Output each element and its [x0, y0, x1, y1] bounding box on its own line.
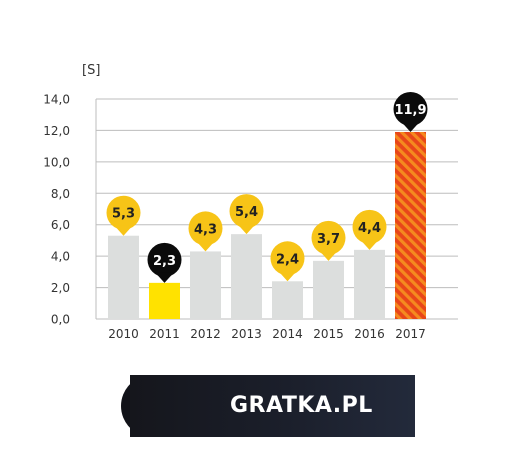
- value-pin-2015: 3,7: [311, 220, 346, 261]
- value-label: 5,3: [112, 207, 135, 222]
- x-tick-label: 2012: [190, 327, 221, 341]
- y-tick-label: 14,0: [43, 93, 70, 107]
- value-pin-2011: 2,3: [147, 242, 182, 283]
- bar-chart: [S] 0,0 2,0 4,0 6,0 8,0 10,0 12,0 14,0 5,3 2,3 4,…: [43, 63, 458, 341]
- value-label: 2,4: [276, 252, 299, 267]
- x-tick-label: 2013: [231, 327, 262, 341]
- x-tick-label: 2016: [354, 327, 385, 341]
- y-tick-label: 12,0: [43, 124, 70, 138]
- bar-2017: [395, 132, 426, 319]
- y-tick-label: 10,0: [43, 155, 70, 169]
- value-pin-2016: 4,4: [352, 209, 387, 250]
- x-tick-label: 2014: [272, 327, 303, 341]
- value-label: 4,4: [358, 221, 381, 236]
- value-label: 4,3: [194, 222, 217, 237]
- value-label: 5,4: [235, 205, 258, 220]
- y-tick-label: 0,0: [51, 313, 70, 327]
- bar-2016: [354, 249, 385, 319]
- x-tick-label: 2011: [149, 327, 180, 341]
- value-label: 2,3: [153, 254, 176, 269]
- bar-2015: [313, 260, 344, 319]
- value-pin-2012: 4,3: [188, 211, 223, 252]
- value-pin-2017: 11,9: [393, 92, 428, 132]
- brand-name: GRATKA.PL: [230, 393, 373, 418]
- y-tick-label: 2,0: [51, 281, 70, 295]
- x-tick-label: 2017: [395, 327, 426, 341]
- value-label: 11,9: [394, 103, 426, 118]
- x-axis: 2010 2011 2012 2013 2014 2015 2016 2017: [108, 327, 426, 341]
- value-pins: 5,3 2,3 4,3 5,4 2,4 3,7 4,4 11,9: [106, 92, 428, 283]
- bars: [108, 132, 426, 319]
- bar-2011: [149, 282, 180, 319]
- y-axis: 0,0 2,0 4,0 6,0 8,0 10,0 12,0 14,0: [43, 93, 70, 327]
- bar-2010: [108, 235, 139, 319]
- x-tick-label: 2010: [108, 327, 139, 341]
- bar-2013: [231, 234, 262, 319]
- unit-label: [S]: [82, 63, 100, 78]
- value-pin-2010: 5,3: [106, 195, 141, 236]
- value-pin-2014: 2,4: [270, 241, 305, 282]
- bar-2012: [190, 251, 221, 319]
- bar-2014: [272, 281, 303, 319]
- x-tick-label: 2015: [313, 327, 344, 341]
- value-label: 3,7: [317, 232, 340, 247]
- y-tick-label: 6,0: [51, 218, 70, 232]
- y-tick-label: 4,0: [51, 250, 70, 264]
- y-tick-label: 8,0: [51, 187, 70, 201]
- value-pin-2013: 5,4: [229, 194, 264, 235]
- brand-banner: GRATKA.PL: [130, 375, 415, 437]
